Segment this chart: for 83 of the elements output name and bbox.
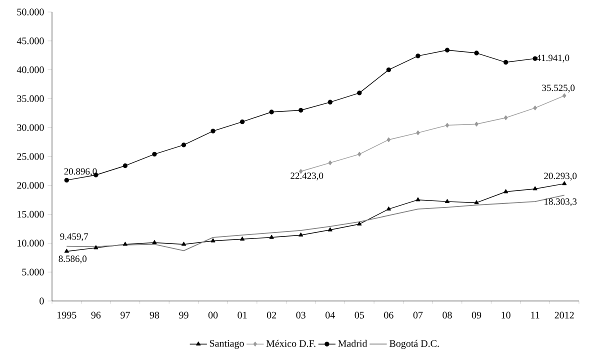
point (328, 160, 332, 166)
point (64, 248, 69, 253)
point (416, 197, 420, 202)
x-tick-label: 11 (531, 312, 540, 318)
point (416, 53, 420, 58)
annotation: 35.525,0 (542, 84, 575, 92)
x-tick-label: 2012 (554, 312, 574, 318)
y-tick-label: 15.000 (18, 210, 44, 218)
x-tick-label: 97 (120, 312, 130, 318)
point (357, 221, 362, 226)
y-tick-label: 0 (40, 297, 44, 304)
legend-label: México D.F. (266, 340, 316, 347)
x-tick-label: 09 (472, 312, 482, 318)
point (298, 108, 304, 112)
x-tick-label: 03 (296, 312, 306, 318)
point (298, 232, 304, 236)
point (122, 242, 128, 246)
x-tick-label: 05 (354, 312, 364, 318)
annotation: 9.459,7 (60, 233, 88, 241)
point (357, 90, 362, 96)
point (269, 234, 274, 239)
point (210, 128, 216, 134)
point (328, 100, 332, 104)
point (474, 50, 479, 56)
point (532, 186, 538, 190)
point (562, 180, 567, 185)
annotation: 8.586,0 (58, 255, 87, 264)
y-tick-label: 40.000 (16, 66, 44, 74)
point (240, 119, 245, 124)
legend-label: Santiago (210, 340, 244, 349)
point (444, 198, 450, 203)
x-tick-label: 02 (266, 312, 276, 318)
point (64, 178, 69, 182)
annotation: 18.303,3 (544, 198, 577, 206)
point (474, 200, 479, 204)
point (269, 109, 274, 114)
y-tick-label: 5.000 (22, 268, 44, 276)
point (445, 122, 450, 128)
y-tick-label: 20.000 (17, 182, 44, 189)
point (386, 67, 392, 72)
annotation: 41.941,0 (536, 54, 570, 62)
y-tick-label: 25.000 (17, 152, 44, 160)
point (504, 189, 508, 194)
x-tick-label: 10 (502, 312, 510, 318)
x-tick-label: 08 (442, 312, 452, 318)
y-tick-label: 35.000 (17, 95, 44, 102)
point (474, 122, 478, 126)
y-tick-label: 10.000 (18, 240, 44, 246)
point (358, 152, 362, 156)
x-tick-label: 04 (326, 312, 335, 318)
point (122, 163, 128, 168)
point (386, 137, 391, 142)
annotation: 22.423,0 (290, 172, 324, 180)
legend-label: Bogotá D.C. (390, 340, 439, 349)
point (182, 242, 186, 246)
point (444, 48, 450, 52)
point (386, 206, 391, 210)
x-tick-label: 99 (179, 312, 188, 318)
point (328, 227, 332, 232)
point (181, 142, 186, 148)
y-tick-label: 50.000 (17, 8, 44, 16)
legend-label: Madrid (338, 340, 368, 347)
annotation: 20.896,0 (64, 168, 97, 176)
point (533, 105, 537, 110)
x-tick-label: 1995 (58, 312, 76, 318)
point (504, 115, 508, 120)
x-tick-label: 00 (208, 312, 218, 318)
point (94, 245, 98, 250)
point (152, 240, 157, 244)
point (562, 93, 566, 98)
x-tick-label: 01 (238, 312, 247, 318)
point (152, 152, 157, 156)
point (503, 60, 508, 64)
point (210, 238, 216, 242)
annotation: 20.293,0 (544, 172, 577, 180)
y-tick-label: 30.000 (17, 124, 44, 131)
point (240, 236, 245, 240)
point (416, 130, 420, 135)
x-tick-label: 07 (413, 312, 423, 318)
x-tick-label: 96 (91, 312, 101, 318)
y-tick-label: 45.000 (16, 37, 44, 44)
x-tick-label: 06 (384, 312, 394, 318)
x-tick-label: 98 (150, 312, 160, 318)
